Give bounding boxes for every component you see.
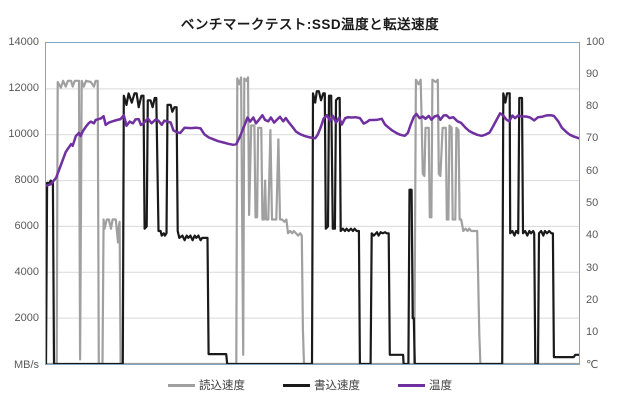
y-left-tick-label: 6000	[14, 220, 39, 233]
legend-item-read: 読込速度	[168, 377, 245, 393]
y-right-tick-label: 40	[586, 229, 599, 242]
y-left-tick-label: 10000	[8, 127, 39, 140]
chart-legend: 読込速度 書込速度 温度	[0, 377, 620, 393]
y-left-tick-label: 14000	[8, 35, 39, 48]
y-right-tick-label: 100	[586, 35, 605, 48]
legend-line-sample-temp	[398, 383, 425, 387]
legend-item-temp: 温度	[398, 377, 452, 393]
y-right-unit-label: ℃	[586, 358, 599, 371]
y-axis-right: 100 90 80 70 60 50 40 30 20 10 ℃	[586, 36, 618, 371]
series-line-1	[46, 90, 579, 364]
y-left-unit-label: MB/s	[13, 358, 39, 371]
y-left-tick-label: 12000	[8, 81, 39, 94]
y-right-tick-label: 20	[586, 293, 599, 306]
series-svg	[46, 76, 579, 364]
y-left-tick-label: 2000	[14, 312, 39, 325]
y-axis-left: 14000 12000 10000 8000 6000 4000 2000 MB/s	[0, 36, 39, 371]
chart-title: ベンチマークテスト:SSD温度と転送速度	[180, 17, 440, 32]
series-line-2	[46, 112, 579, 188]
legend-label-write: 書込速度	[314, 380, 360, 392]
y-right-tick-label: 50	[586, 197, 599, 209]
legend-line-sample-write	[283, 383, 310, 387]
y-right-tick-label: 30	[586, 261, 599, 274]
legend-label-read: 読込速度	[199, 380, 245, 392]
legend-item-write: 書込速度	[283, 377, 360, 393]
y-left-tick-label: 4000	[14, 266, 39, 279]
legend-line-sample-read	[168, 383, 195, 387]
legend-label-temp: 温度	[429, 380, 452, 392]
plot-area	[45, 42, 580, 365]
series-line-0	[46, 76, 579, 364]
y-left-tick-label: 8000	[14, 173, 39, 186]
y-right-tick-label: 70	[586, 132, 599, 145]
y-right-tick-label: 10	[586, 326, 599, 339]
y-right-tick-label: 90	[586, 67, 599, 80]
y-right-tick-label: 60	[586, 164, 599, 177]
y-right-tick-label: 80	[586, 100, 599, 113]
